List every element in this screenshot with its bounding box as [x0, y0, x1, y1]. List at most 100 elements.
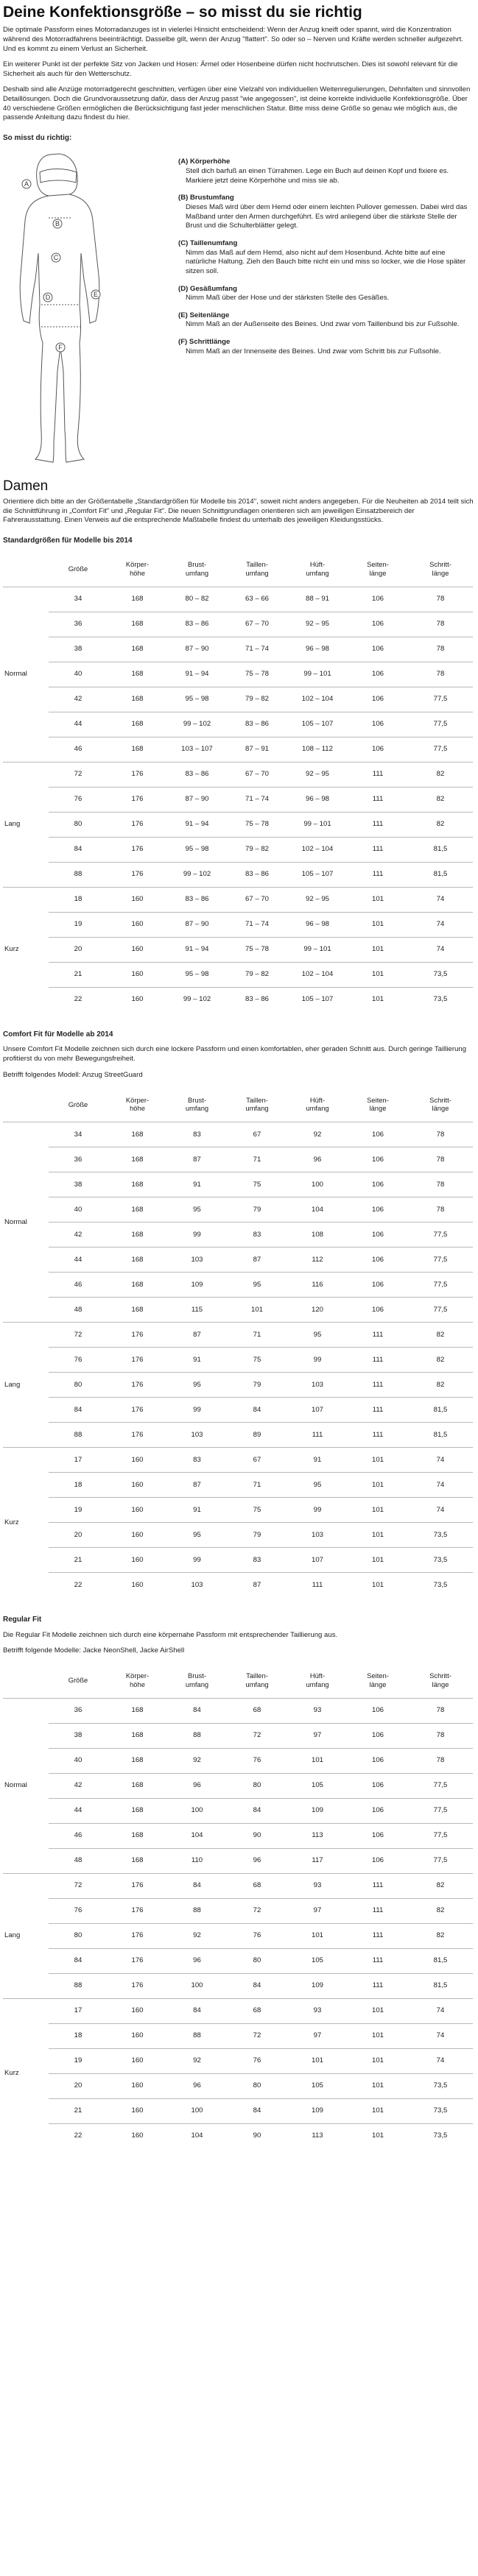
column-header: Seiten- länge [367, 1671, 389, 1688]
column-header: Körper- höhe [125, 1671, 150, 1688]
table-row: Lang 72 176 87 71 95 111 82 [3, 1322, 473, 1448]
table-cell: 105 – 107 [287, 987, 348, 1013]
table-cell: 101 [348, 912, 408, 938]
table-cell: 168 [108, 1272, 167, 1298]
table-cell: 87 [227, 1572, 287, 1598]
table-cell: 67 [227, 1122, 287, 1147]
table-cell: 82 [408, 1322, 473, 1348]
table-cell: 18 [49, 1472, 108, 1498]
table-cell: 92 – 95 [287, 887, 348, 913]
header-cell-empty [3, 1663, 49, 1699]
table-cell: 96 [167, 1772, 227, 1799]
table-cell: 108 – 112 [287, 737, 348, 762]
table-cell: 168 [108, 712, 167, 737]
table-cell: 103 [287, 1372, 348, 1398]
table-cell: 38 [49, 1172, 108, 1197]
table-cell: 103 [167, 1422, 227, 1448]
table-cell: 87 [167, 1472, 227, 1498]
table-cell: 84 [167, 1872, 227, 1899]
size-table-section: Standardgrößen für Modelle bis 2014 Größe… [3, 536, 475, 1013]
table-cell: 111 [287, 1572, 348, 1598]
table-cell: 101 [287, 1922, 348, 1949]
table-cell: 105 – 107 [287, 712, 348, 737]
column-header: Hüft- umfang [306, 1095, 329, 1113]
table-cell: 40 [49, 1747, 108, 1774]
table-cell: 168 [108, 662, 167, 687]
table-cell: 48 [49, 1847, 108, 1874]
size-table: Größe Körper- höhe Brust- umfang Taillen- u… [3, 551, 473, 1013]
table-row: 46 168 109 95 116 106 77,5 [3, 1272, 473, 1298]
table-cell: 99 – 102 [167, 987, 227, 1013]
table-header-row: Größe Körper- höhe Brust- umfang Taillen- u… [3, 1663, 473, 1699]
table-cell: 63 – 66 [227, 587, 287, 612]
table-cell: 106 [348, 1747, 408, 1774]
table-cell: 88 [167, 2023, 227, 2049]
table-cell: 67 – 70 [227, 762, 287, 788]
table-row: 88 176 99 – 102 83 – 86 105 – 107 111 81,5 [3, 862, 473, 888]
table-cell: 95 [227, 1272, 287, 1298]
table-cell: 116 [287, 1272, 348, 1298]
table-cell: 74 [408, 912, 473, 938]
table-cell: 88 [49, 1972, 108, 1999]
table-cell: 76 [227, 1922, 287, 1949]
table-cell: 96 – 98 [287, 637, 348, 662]
table-cell: 84 [49, 837, 108, 863]
column-header: Schritt- länge [429, 560, 451, 578]
measurement-item: (B) Brustumfang Dieses Maß wird über dem… [178, 194, 473, 231]
table-cell: 176 [108, 1897, 167, 1924]
table-cell: 99 [287, 1347, 348, 1373]
table-cell: 83 – 86 [167, 887, 227, 913]
table-cell: 21 [49, 962, 108, 988]
table-cell: 106 [348, 737, 408, 762]
table-cell: 75 – 78 [227, 812, 287, 838]
size-table-note: Betrifft folgendes Modell: Anzug StreetG… [3, 1070, 143, 1079]
table-cell: 34 [49, 1122, 108, 1147]
table-cell: 83 [227, 1547, 287, 1573]
table-row: 19 160 91 75 99 101 74 [3, 1497, 473, 1523]
table-row: 84 176 96 80 105 111 81,5 [3, 1947, 473, 1974]
size-table-heading: Standardgrößen für Modelle bis 2014 [3, 537, 133, 545]
table-cell: 95 – 98 [167, 962, 227, 988]
table-cell: 104 [287, 1197, 348, 1222]
table-row: 42 168 96 80 105 106 77,5 [3, 1772, 473, 1799]
table-cell: 36 [49, 612, 108, 637]
table-cell: 168 [108, 1822, 167, 1849]
table-cell: 88 [167, 1722, 227, 1749]
table-cell: 97 [287, 2023, 348, 2049]
column-header: Schritt- länge [429, 1095, 451, 1113]
table-row: 88 176 100 84 109 111 81,5 [3, 1972, 473, 1999]
table-cell: 111 [348, 1922, 408, 1949]
table-cell: 44 [49, 712, 108, 737]
table-cell: 95 – 98 [167, 837, 227, 863]
measurement-title: (D) Gesäßumfang [178, 284, 237, 293]
table-cell: 84 [227, 1972, 287, 1999]
header-cell-empty [3, 551, 49, 587]
table-cell: 68 [227, 1998, 287, 2024]
measurement-text: Dieses Maß wird über dem Hemd oder einem… [186, 202, 468, 230]
table-cell: 71 – 74 [227, 637, 287, 662]
table-cell: 109 [287, 1797, 348, 1824]
table-cell: 84 [227, 2098, 287, 2124]
table-cell: 176 [108, 837, 167, 863]
table-cell: 73,5 [408, 1547, 473, 1573]
table-cell: 80 [227, 2073, 287, 2099]
table-cell: 176 [108, 862, 167, 888]
table-cell: 160 [108, 1447, 167, 1473]
table-row: Kurz 18 160 83 – 86 67 – 70 92 – 95 101 74 [3, 887, 473, 1013]
size-table: Größe Körper- höhe Brust- umfang Taillen- u… [3, 1086, 473, 1598]
table-cell: 160 [108, 987, 167, 1013]
table-cell: 96 – 98 [287, 912, 348, 938]
table-cell: 91 [167, 1172, 227, 1197]
measurement-text: Nimm das Maß auf dem Hemd, also nicht au… [186, 248, 466, 275]
table-row: 18 160 87 71 95 101 74 [3, 1472, 473, 1498]
table-cell: 71 [227, 1472, 287, 1498]
table-cell: 74 [408, 937, 473, 963]
size-group-label: Lang [3, 1322, 49, 1448]
table-cell: 101 [348, 1472, 408, 1498]
table-cell: 96 [287, 1147, 348, 1172]
table-cell: 38 [49, 637, 108, 662]
measurement-title: (F) Schrittlänge [178, 338, 231, 347]
table-row: 22 160 99 – 102 83 – 86 105 – 107 101 73,5 [3, 987, 473, 1013]
table-cell: 106 [348, 1197, 408, 1222]
measure-section: A B C D E F (A) Körperhöhe Stell dich ba… [3, 150, 475, 474]
